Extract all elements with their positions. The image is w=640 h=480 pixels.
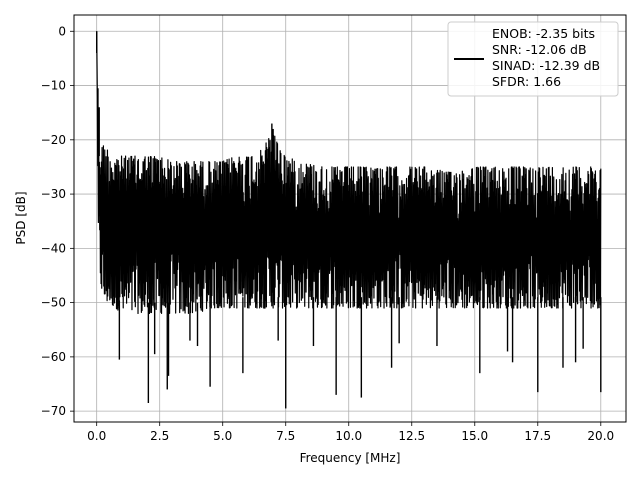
legend-entry-sinad: SINAD: -12.39 dB — [492, 58, 600, 73]
y-tick-label: −10 — [41, 79, 66, 93]
x-tick-label: 12.5 — [398, 429, 425, 443]
y-tick-label: −70 — [41, 404, 66, 418]
x-tick-label: 17.5 — [524, 429, 551, 443]
legend-entry-enob: ENOB: -2.35 bits — [492, 26, 595, 41]
x-tick-label: 2.5 — [150, 429, 169, 443]
y-axis: 0 −10 −20 −30 −40 −50 −60 −70 — [41, 24, 74, 418]
x-tick-label: 20.0 — [587, 429, 614, 443]
psd-trace — [96, 31, 602, 315]
x-axis: 0.0 2.5 5.0 7.5 10.0 12.5 15.0 17.5 20.0 — [87, 422, 614, 443]
legend-box — [447, 21, 619, 97]
plot-area — [95, 31, 602, 409]
x-tick-label: 15.0 — [461, 429, 488, 443]
y-tick-label: −30 — [41, 187, 66, 201]
x-tick-label: 10.0 — [335, 429, 362, 443]
y-axis-label: PSD [dB] — [14, 191, 28, 244]
x-tick-label: 0.0 — [87, 429, 106, 443]
axes-frame — [73, 14, 627, 423]
x-tick-label: 7.5 — [276, 429, 295, 443]
legend-entry-snr: SNR: -12.06 dB — [492, 42, 587, 57]
y-tick-label: −40 — [41, 241, 66, 255]
y-tick-label: −60 — [41, 350, 66, 364]
y-tick-label: −20 — [41, 133, 66, 147]
legend-entry-sfdr: SFDR: 1.66 — [492, 74, 561, 89]
x-axis-label: Frequency [MHz] — [300, 451, 401, 465]
legend: ENOB: -2.35 bits SNR: -12.06 dB SINAD: -… — [447, 21, 619, 97]
y-tick-label: 0 — [58, 24, 66, 38]
x-tick-label: 5.0 — [213, 429, 232, 443]
y-tick-label: −50 — [41, 296, 66, 310]
